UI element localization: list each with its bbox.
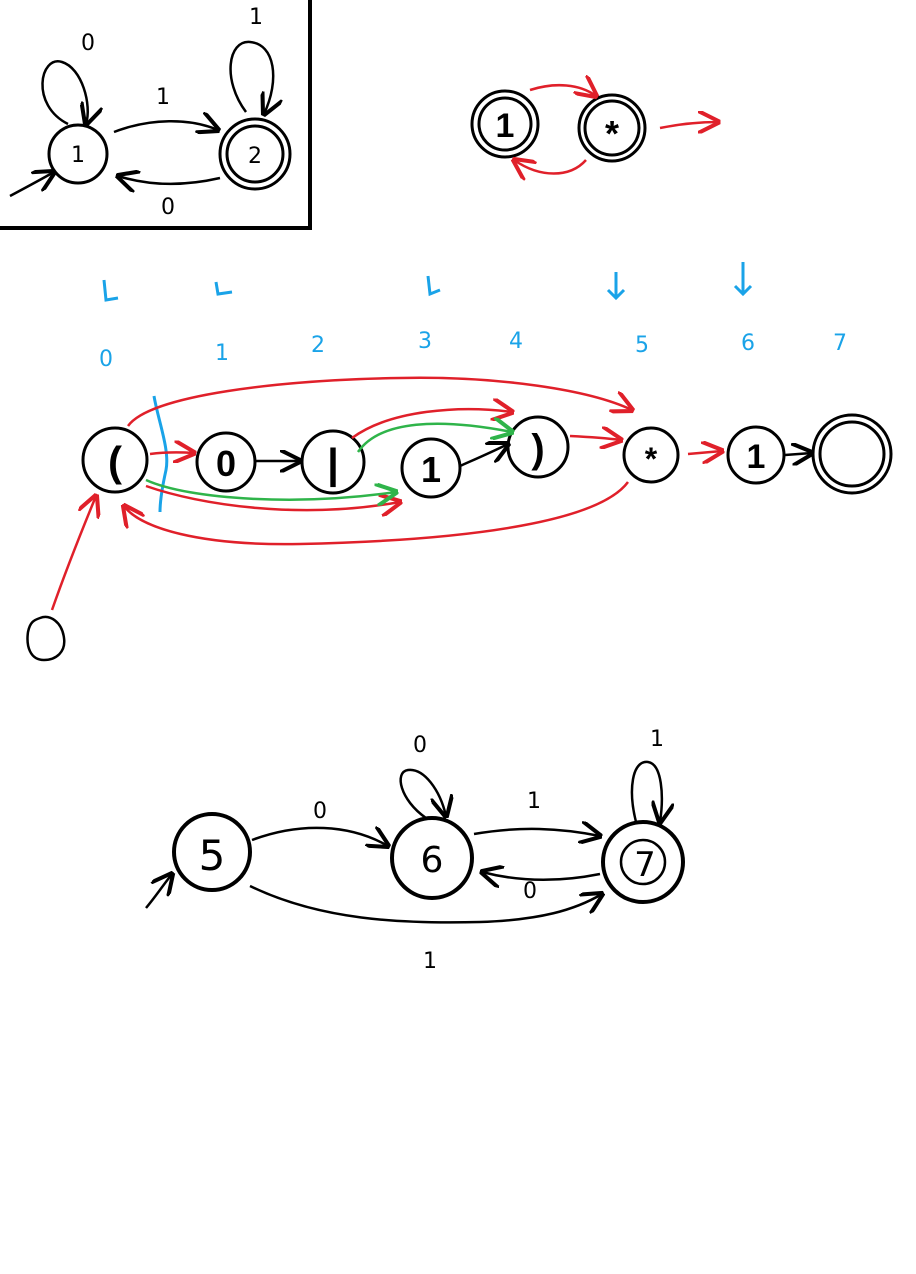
bottom-state-6-label: 6 [421, 840, 444, 881]
blue-arrow-6 [733, 262, 753, 297]
index-row: 0 1 2 3 4 5 6 7 [99, 329, 847, 372]
edge-1-to-rparen [459, 444, 508, 468]
red-lparen-to-star [126, 376, 632, 427]
dfa-loop-2 [229, 40, 274, 114]
bottom-edge-5-6-label: 0 [313, 799, 327, 824]
regex-node-0-label: ( [108, 438, 122, 485]
bottom-edge-7-6 [482, 872, 601, 880]
bottom-edge-5-7-label: 1 [423, 949, 437, 974]
blue-mark-0 [102, 279, 119, 302]
bottom-loop-7 [630, 760, 662, 822]
regex-node-5 [622, 426, 680, 484]
regex-accept-inner [818, 420, 886, 488]
bottom-loop-6-label: 0 [413, 733, 427, 758]
dfa-edge-2-1-label: 0 [161, 195, 175, 220]
red-edge-star-out [659, 122, 718, 128]
index-1: 1 [215, 341, 229, 366]
bottom-edge-6-7-label: 1 [527, 789, 541, 814]
bottom-start-arrow [145, 874, 172, 909]
blue-arrow-5 [606, 272, 626, 301]
regex-node-1-label: 0 [216, 443, 236, 484]
regex-node-5-label: * [645, 441, 658, 477]
dfa-edge-1-2 [113, 121, 218, 132]
regex-nfa: ( 0 | 1 ) * 1 [26, 376, 893, 662]
bottom-state-5 [172, 812, 252, 892]
regex-start-node [26, 615, 66, 662]
index-0: 0 [99, 347, 113, 372]
red-start-to-lparen [50, 496, 96, 611]
red-bar-to-rparen [351, 409, 512, 440]
dfa-state-2-inner [225, 124, 285, 184]
red-rparen-to-star [569, 436, 621, 440]
node-one-label: 1 [496, 107, 515, 145]
bottom-edge-7-6-label: 0 [523, 879, 537, 904]
node-one-inner [477, 96, 533, 152]
red-edge-star-to-one [514, 160, 587, 174]
index-4: 4 [509, 329, 523, 354]
regex-node-0 [81, 426, 149, 494]
regex-node-6 [726, 425, 786, 485]
dfa-state-2 [218, 117, 292, 191]
bottom-state-7-inner [619, 838, 667, 886]
index-7: 7 [833, 331, 847, 356]
node-star-outer [577, 93, 647, 163]
index-5: 5 [635, 333, 649, 358]
dfa-box-border [0, 0, 312, 230]
green-bar-to-rparen [356, 424, 512, 453]
dfa-loop-1 [41, 60, 87, 124]
regex-node-6-label: 1 [747, 438, 766, 476]
dfa-box: 1 0 2 1 1 0 [0, 0, 312, 230]
bottom-dfa: 5 6 0 7 1 0 1 0 1 [145, 727, 685, 974]
dfa-start-arrow [9, 172, 54, 198]
regex-accept-outer [811, 413, 893, 495]
red-lparen-to-0 [149, 452, 194, 454]
dfa-loop-1-label: 0 [81, 31, 95, 56]
blue-mark-3 [426, 275, 441, 297]
red-lparen-to-1 [145, 484, 400, 510]
node-one-outer [470, 89, 540, 159]
red-star-to-lparen [124, 481, 630, 546]
edge-1-to-accept [784, 453, 812, 455]
top-right-sketch: 1 * [470, 85, 718, 174]
bottom-edge-6-7 [473, 829, 600, 836]
bottom-loop-7-label: 1 [650, 727, 664, 752]
index-6: 6 [741, 331, 755, 356]
green-lparen-to-1 [145, 478, 396, 500]
bottom-edge-5-6 [251, 828, 388, 846]
regex-node-4-label: ) [531, 427, 544, 471]
node-star-inner [583, 99, 641, 157]
regex-node-3 [400, 437, 462, 499]
dfa-edge-2-1 [118, 176, 221, 184]
bottom-state-7-outer [601, 820, 685, 904]
red-star-to-1 [687, 451, 722, 454]
index-2: 2 [311, 333, 325, 358]
index-3: 3 [418, 329, 432, 354]
bottom-state-5-label: 5 [199, 831, 226, 880]
dfa-state-1 [47, 123, 109, 185]
regex-node-2-label: | [327, 440, 339, 488]
blue-markers [102, 262, 753, 302]
dfa-state-2-label: 2 [248, 144, 262, 169]
regex-node-3-label: 1 [421, 449, 441, 490]
dfa-edge-1-2-label: 1 [156, 85, 170, 110]
dfa-state-1-label: 1 [71, 143, 85, 168]
blue-mark-1 [214, 281, 233, 296]
blue-divider [152, 395, 169, 513]
dfa-loop-2-label: 1 [249, 5, 263, 30]
bottom-edge-5-7 [249, 884, 602, 924]
bottom-state-7-label: 7 [634, 845, 656, 885]
node-star-label: * [605, 113, 619, 154]
bottom-loop-6 [399, 768, 446, 818]
red-edge-one-to-star [529, 85, 596, 96]
